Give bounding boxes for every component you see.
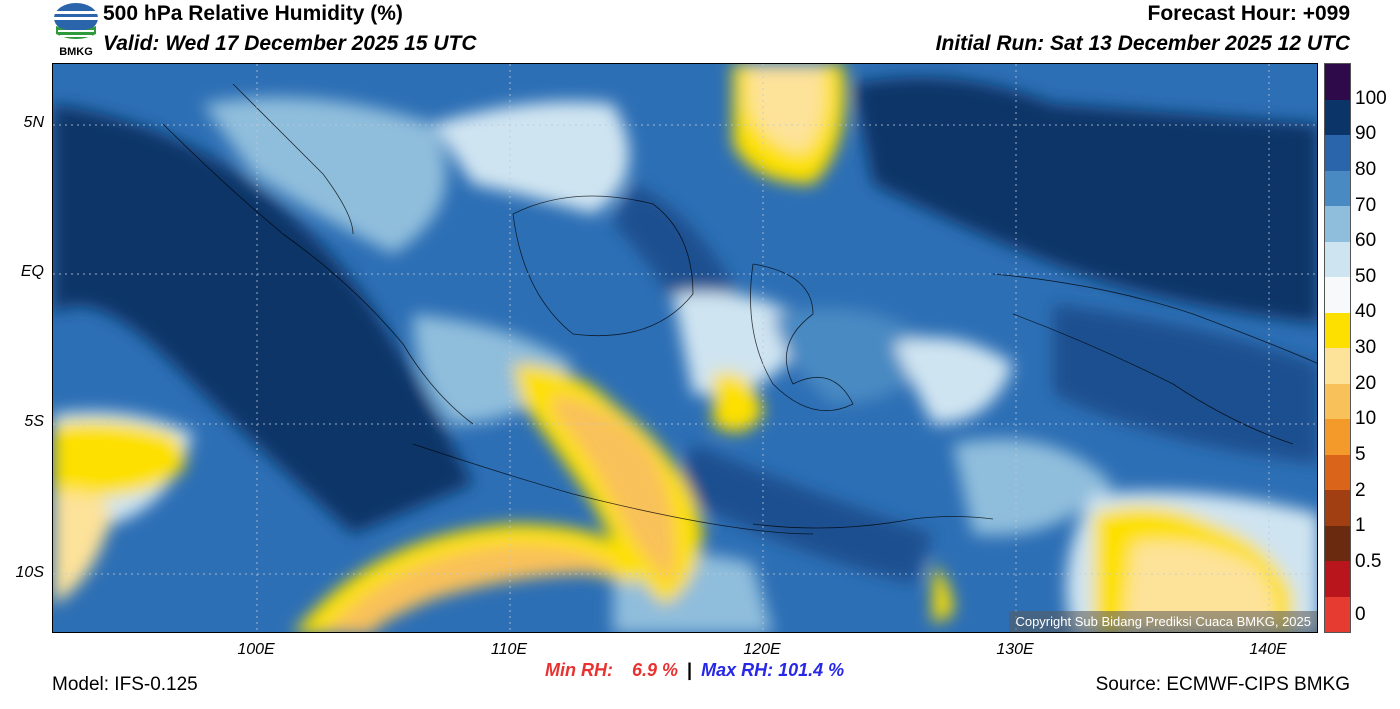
colorbar-label: 20 [1355,372,1377,394]
colorbar-swatch [1325,454,1350,490]
colorbar-swatch [1325,525,1350,561]
lon-tick-120e: 120E [743,641,781,658]
colorbar-label: 80 [1355,158,1377,180]
lat-tick-10s: 10S [15,564,44,581]
colorbar-label: 100 [1355,87,1387,109]
colorbar-label: 0.5 [1355,550,1382,572]
colorbar-swatch [1325,277,1350,313]
colorbar-label: 70 [1355,194,1377,216]
colorbar-label: 60 [1355,230,1377,252]
lon-tick-100e: 100E [237,641,275,658]
min-rh-label: Min RH: [545,660,613,680]
humidity-map: Copyright Sub Bidang Prediksi Cuaca BMKG… [52,63,1318,633]
colorbar-swatch [1325,561,1350,597]
min-rh-value: 6.9 % [632,660,679,680]
colorbar-swatch [1325,64,1350,100]
colorbar-label: 10 [1355,408,1377,430]
colorbar-label: 2 [1355,479,1366,501]
rh-stats: Min RH: 6.9 % | Max RH: 101.4 % [545,660,844,681]
forecast-hour: Forecast Hour: +099 [1147,2,1351,25]
colorbar-swatch [1325,419,1350,455]
colorbar-label: 5 [1355,443,1366,465]
initial-run: Initial Run: Sat 13 December 2025 12 UTC [935,32,1350,55]
logo-text: BMKG [59,46,93,58]
colorbar-label: 1 [1355,515,1366,537]
lat-tick-5n: 5N [23,114,44,131]
page-title: 500 hPa Relative Humidity (%) [103,2,403,25]
lat-tick-eq: EQ [20,263,44,280]
colorbar-swatch [1325,490,1350,526]
colorbar-swatch [1325,206,1350,242]
colorbar-label: 30 [1355,337,1377,358]
colorbar-swatch [1325,135,1350,171]
lon-tick-140e: 140E [1249,641,1287,658]
colorbar-swatch [1325,348,1350,384]
colorbar-label: 40 [1355,301,1377,323]
colorbar-swatch [1325,241,1350,277]
colorbar [1324,63,1351,633]
stats-separator: | [687,660,693,680]
max-rh-label: Max RH: 101.4 % [701,660,845,680]
colorbar-label: 0 [1355,604,1366,626]
colorbar-swatch [1325,383,1350,419]
model-label: Model: IFS-0.125 [52,674,198,695]
colorbar-swatch [1325,99,1350,135]
copyright-note: Copyright Sub Bidang Prediksi Cuaca BMKG… [1009,611,1317,632]
colorbar-label: 90 [1355,123,1377,145]
bmkg-logo: BMKG [52,2,100,60]
colorbar-label: 50 [1355,265,1377,287]
colorbar-swatch [1325,312,1350,348]
lon-tick-130e: 130E [996,641,1034,658]
source-label: Source: ECMWF-CIPS BMKG [1095,674,1350,695]
humidity-field [53,64,1317,632]
colorbar-swatch [1325,596,1350,632]
lat-tick-5s: 5S [24,413,44,430]
lon-tick-110e: 110E [490,641,528,658]
colorbar-swatch [1325,170,1350,206]
valid-time: Valid: Wed 17 December 2025 15 UTC [103,32,477,55]
